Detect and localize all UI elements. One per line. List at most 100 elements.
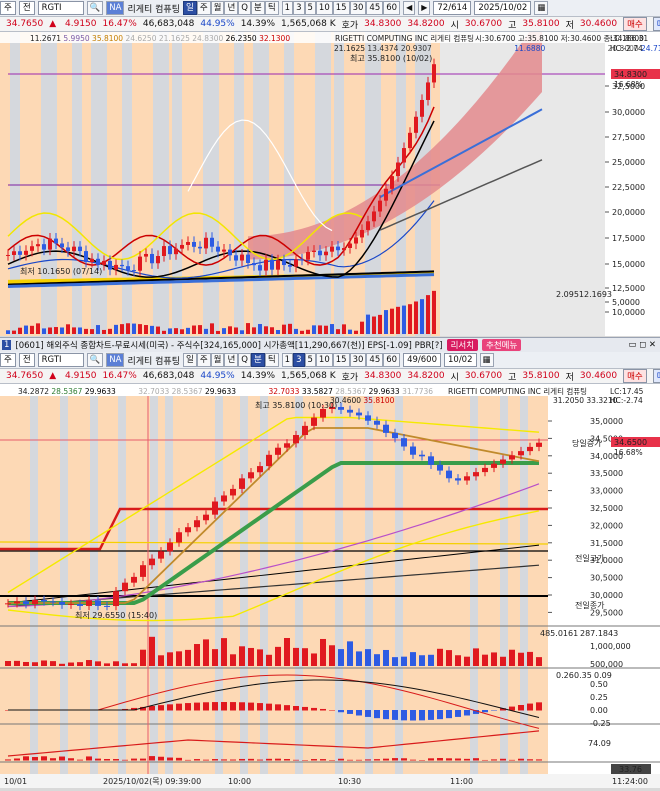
top-candle (432, 64, 436, 83)
top-count-field[interactable]: 72/614 (433, 1, 472, 15)
top-period-tab-2[interactable]: 월 (210, 1, 225, 15)
macd-bar (527, 703, 533, 711)
top-interval-tab-6[interactable]: 45 (366, 1, 384, 15)
top-sell-button[interactable]: 매도 (652, 17, 660, 31)
top-date-field[interactable]: 2025/10/02 (474, 1, 532, 15)
top-type-select[interactable]: 주 (0, 1, 16, 15)
top-next-icon[interactable]: ▶ (418, 1, 431, 15)
macd-bar (473, 710, 479, 714)
daily-chart[interactable]: 32,5000 30,0000 27,5000 25,0000 22,5000 20,00… (0, 12, 660, 336)
bottom-interval-tab-3[interactable]: 10 (315, 353, 333, 367)
intraday-chart[interactable]: 35,0000 34,5000 34,0000 33,5000 33,0000 32,50… (0, 384, 660, 788)
top-volume-bar (420, 299, 424, 334)
bottom-sell-button[interactable]: 매도 (652, 369, 660, 383)
top-period-tab-1[interactable]: 주 (196, 1, 211, 15)
bottom-search-icon[interactable]: 🔍 (86, 353, 104, 367)
bottom-period-tab-0[interactable]: 일 (182, 353, 197, 367)
bottom-calendar-icon[interactable]: ▦ (479, 353, 494, 367)
bottom-interval-tab-1[interactable]: 3 (293, 353, 305, 367)
top-candle (240, 254, 244, 261)
bottom-candle (50, 601, 56, 603)
bottom-period-tab-5[interactable]: 분 (251, 353, 265, 367)
top-gray-band (284, 32, 294, 336)
bottom-vol-y-label: 1,000,000 (590, 642, 631, 651)
macd-bar (446, 710, 452, 719)
bottom-ticker-input[interactable]: RGTI (37, 353, 84, 367)
bottom-period-tab-2[interactable]: 월 (210, 353, 225, 367)
bottom-volume-bar (383, 649, 389, 666)
top-candle (276, 260, 280, 270)
top-period-tab-4[interactable]: Q (238, 1, 251, 15)
rsi-bar (410, 759, 416, 761)
top-volume-bar (384, 310, 388, 334)
window-controls[interactable]: ▭ ◻ ✕ (628, 340, 656, 350)
top-interval-tab-7[interactable]: 60 (383, 1, 401, 15)
research-button[interactable]: 리서치 (446, 339, 479, 351)
bottom-period-tab-4[interactable]: Q (238, 353, 251, 367)
bottom-gray-band (240, 396, 248, 774)
bottom-macd-y-label: 0.50 (590, 680, 608, 689)
rsi-bar (419, 759, 425, 761)
top-prev-icon[interactable]: ◀ (403, 1, 416, 15)
rsi-bar (392, 758, 398, 761)
macd-bar (167, 704, 173, 711)
top-volume-bar (378, 314, 382, 334)
top-candle (336, 246, 340, 251)
daily-chart-panel[interactable]: 32,5000 30,0000 27,5000 25,0000 22,5000 20,00… (0, 12, 660, 336)
bottom-volume-bar (527, 651, 533, 666)
prev-close-label: 전일종가 (575, 600, 605, 610)
bottom-period-tab-3[interactable]: 년 (224, 353, 239, 367)
bottom-buy-button[interactable]: 매수 (623, 369, 647, 383)
top-volume-bar (12, 330, 16, 334)
bottom-exchange-select[interactable]: 전 (18, 353, 35, 367)
bottom-y-label: 29,5000 (590, 608, 623, 617)
top-candle (288, 265, 292, 267)
rsi-bar (95, 758, 101, 761)
bottom-period-tab-6[interactable]: 틱 (264, 353, 279, 367)
top-interval-tab-4[interactable]: 15 (332, 1, 350, 15)
top-vol-ratio: 44.95% (200, 19, 235, 29)
bottom-date-field[interactable]: 10/02 (444, 353, 477, 367)
bottom-volume-bar (239, 646, 245, 666)
top-interval-tab-5[interactable]: 30 (349, 1, 367, 15)
macd-value-3: 0.09 (594, 671, 612, 680)
top-candle (90, 258, 94, 262)
top-interval-tab-0[interactable]: 1 (281, 1, 294, 15)
top-volume-bar (348, 329, 352, 334)
top-period-tab-0[interactable]: 일 (182, 1, 197, 15)
bottom-candle (14, 601, 20, 604)
rsi-bar (518, 758, 524, 761)
bottom-ma-legend-2: 30.4600 35.8100 (330, 396, 395, 405)
bottom-count-field[interactable]: 49/600 (403, 353, 441, 367)
top-period-tab-3[interactable]: 년 (224, 1, 239, 15)
bottom-interval-tab-0[interactable]: 1 (281, 353, 294, 367)
intraday-chart-panel[interactable]: 35,0000 34,5000 34,0000 33,5000 33,0000 32,50… (0, 384, 660, 788)
bottom-interval-tab-6[interactable]: 45 (366, 353, 384, 367)
top-period-tab-6[interactable]: 틱 (264, 1, 279, 15)
top-interval-tab-2[interactable]: 5 (304, 1, 316, 15)
top-search-icon[interactable]: 🔍 (86, 1, 104, 15)
bottom-interval-tab-7[interactable]: 60 (383, 353, 401, 367)
bottom-interval-tab-4[interactable]: 15 (332, 353, 350, 367)
recommend-button[interactable]: 추천메뉴 (482, 339, 522, 351)
top-buy-button[interactable]: 매수 (623, 17, 647, 31)
top-exchange-select[interactable]: 전 (18, 1, 35, 15)
top-candle (420, 99, 424, 117)
top-y-label: 25,0000 (612, 158, 645, 167)
top-calendar-icon[interactable]: ▦ (534, 1, 549, 15)
top-interval-tab-3[interactable]: 10 (315, 1, 333, 15)
bottom-interval-tab-2[interactable]: 5 (304, 353, 316, 367)
top-interval-tab-1[interactable]: 3 (293, 1, 305, 15)
top-candle (264, 259, 268, 271)
bottom-type-select[interactable]: 주 (0, 353, 16, 367)
top-ticker-input[interactable]: RGTI (37, 1, 84, 15)
top-volume-bar (312, 325, 316, 334)
bottom-period-tab-1[interactable]: 주 (196, 353, 211, 367)
macd-bar (347, 710, 353, 714)
bottom-candle (86, 600, 92, 606)
bottom-interval-tab-5[interactable]: 30 (349, 353, 367, 367)
top-period-tab-5[interactable]: 분 (251, 1, 265, 15)
top-candle (366, 221, 370, 230)
macd-bar (482, 710, 488, 713)
bottom-gray-band (30, 396, 38, 774)
